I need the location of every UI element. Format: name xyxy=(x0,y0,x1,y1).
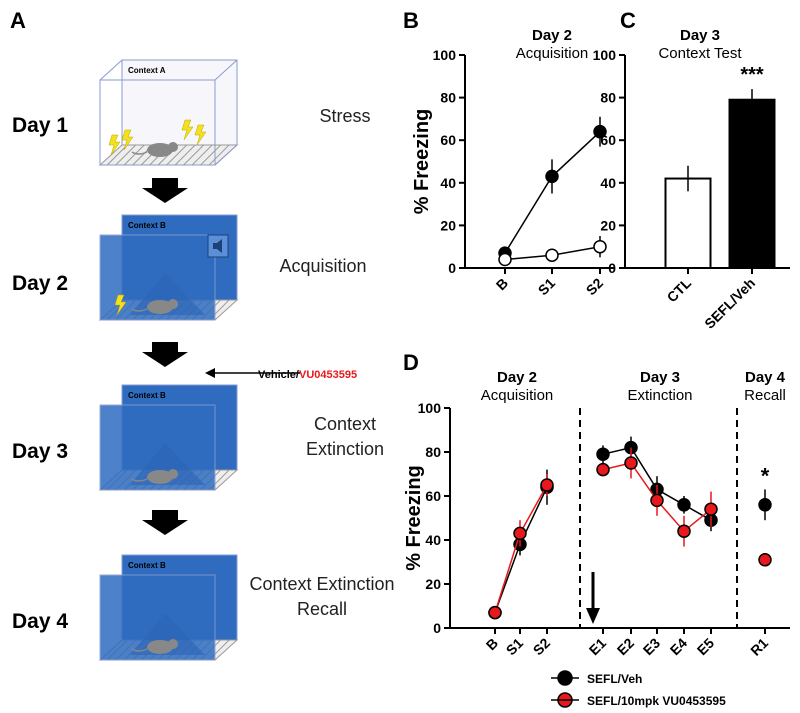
point xyxy=(758,553,772,567)
y-tick-label: 100 xyxy=(433,47,457,63)
panel-label: C xyxy=(620,8,636,33)
x-tick-label: E1 xyxy=(586,635,610,659)
x-tick-label: CTL xyxy=(664,274,695,305)
context-box: Context B xyxy=(98,214,239,321)
y-tick-label: 60 xyxy=(600,132,616,148)
x-tick-label: E2 xyxy=(614,635,638,659)
bar xyxy=(728,98,776,270)
group-title: Day 4 xyxy=(745,369,786,386)
treatment-label: Vehicle/VU0453595 xyxy=(258,369,357,381)
group-subtitle: Recall xyxy=(744,387,786,404)
group-title: Day 2 xyxy=(497,369,537,386)
panel-label: D xyxy=(403,350,419,375)
day-label: Day 3 xyxy=(12,440,68,463)
context-label: Context B xyxy=(128,221,166,230)
event-label: Context Extinction Recall xyxy=(249,574,395,619)
x-tick-label: S2 xyxy=(583,275,607,299)
y-tick-label: 60 xyxy=(425,488,441,504)
annotation: *** xyxy=(740,64,764,86)
y-tick-label: 40 xyxy=(440,175,456,191)
point xyxy=(593,239,607,254)
point xyxy=(593,124,607,139)
event-label: Stress xyxy=(319,106,371,126)
y-tick-label: 80 xyxy=(600,90,616,106)
y-tick-label: 0 xyxy=(448,260,456,276)
point xyxy=(545,248,559,262)
x-tick-label: B xyxy=(483,635,501,653)
y-tick-label: 100 xyxy=(418,400,442,416)
injection-arrow-head xyxy=(586,608,600,624)
chart-title: Day 2 xyxy=(532,27,572,44)
context-label: Context B xyxy=(128,561,166,570)
context-label: Context A xyxy=(128,66,166,75)
point xyxy=(513,526,527,541)
context-box: Context A xyxy=(98,59,239,166)
vehicle: Vehicle/ xyxy=(258,369,299,381)
y-tick-label: 20 xyxy=(425,576,441,592)
point xyxy=(624,456,638,470)
point xyxy=(596,447,610,461)
x-tick-label: E4 xyxy=(667,635,691,659)
chart-subtitle: Context Test xyxy=(658,45,742,62)
y-tick-label: 20 xyxy=(440,217,456,233)
group-subtitle: Acquisition xyxy=(481,387,554,404)
legend-label: SEFL/Veh xyxy=(587,672,642,686)
y-tick-label: 80 xyxy=(425,444,441,460)
chart-subtitle: Acquisition xyxy=(516,45,589,62)
group-title: Day 3 xyxy=(640,369,680,386)
context-box: Context B xyxy=(98,554,239,661)
event-label: Acquisition xyxy=(279,256,367,276)
point xyxy=(540,478,554,492)
x-tick-label: SEFL/Veh xyxy=(701,275,758,332)
panel-label: A xyxy=(10,8,26,33)
y-tick-label: 40 xyxy=(425,532,441,548)
point xyxy=(545,169,559,184)
day-label: Day 4 xyxy=(12,610,68,633)
bar xyxy=(664,177,712,269)
point xyxy=(650,493,664,508)
context-label: Context B xyxy=(128,391,166,400)
day-label: Day 1 xyxy=(12,114,68,137)
y-tick-label: 40 xyxy=(600,175,616,191)
drug: VU0453595 xyxy=(299,369,357,381)
y-tick-label: 20 xyxy=(600,217,616,233)
point xyxy=(704,502,718,516)
point xyxy=(488,605,502,620)
point xyxy=(758,498,772,512)
x-tick-label: S1 xyxy=(535,275,559,299)
y-tick-label: 60 xyxy=(440,132,456,148)
y-axis-label: % Freezing xyxy=(411,109,433,215)
point xyxy=(677,524,691,538)
x-tick-label: E5 xyxy=(694,635,718,659)
y-tick-label: 100 xyxy=(593,47,617,63)
chart-title: Day 3 xyxy=(680,27,720,44)
point xyxy=(498,252,512,267)
flow-arrows xyxy=(142,178,188,535)
context-box: Context B xyxy=(98,384,239,491)
y-tick-label: 80 xyxy=(440,90,456,106)
annotation: * xyxy=(761,463,770,488)
event-label: Context Extinction xyxy=(305,414,385,459)
group-subtitle: Extinction xyxy=(627,387,692,404)
day-label: Day 2 xyxy=(12,272,68,295)
panel-label: B xyxy=(403,8,419,33)
treatment-arrow-head xyxy=(205,368,215,378)
x-tick-label: S1 xyxy=(503,635,527,659)
x-tick-label: R1 xyxy=(747,635,771,659)
point xyxy=(596,462,610,477)
x-tick-label: B xyxy=(493,275,511,293)
y-axis-label: % Freezing xyxy=(403,465,425,571)
y-tick-label: 0 xyxy=(608,260,616,276)
x-tick-label: S2 xyxy=(530,635,554,659)
legend-label: SEFL/10mpk VU0453595 xyxy=(587,694,726,708)
x-tick-label: E3 xyxy=(640,635,664,659)
y-tick-label: 0 xyxy=(433,620,441,636)
point xyxy=(677,498,691,512)
